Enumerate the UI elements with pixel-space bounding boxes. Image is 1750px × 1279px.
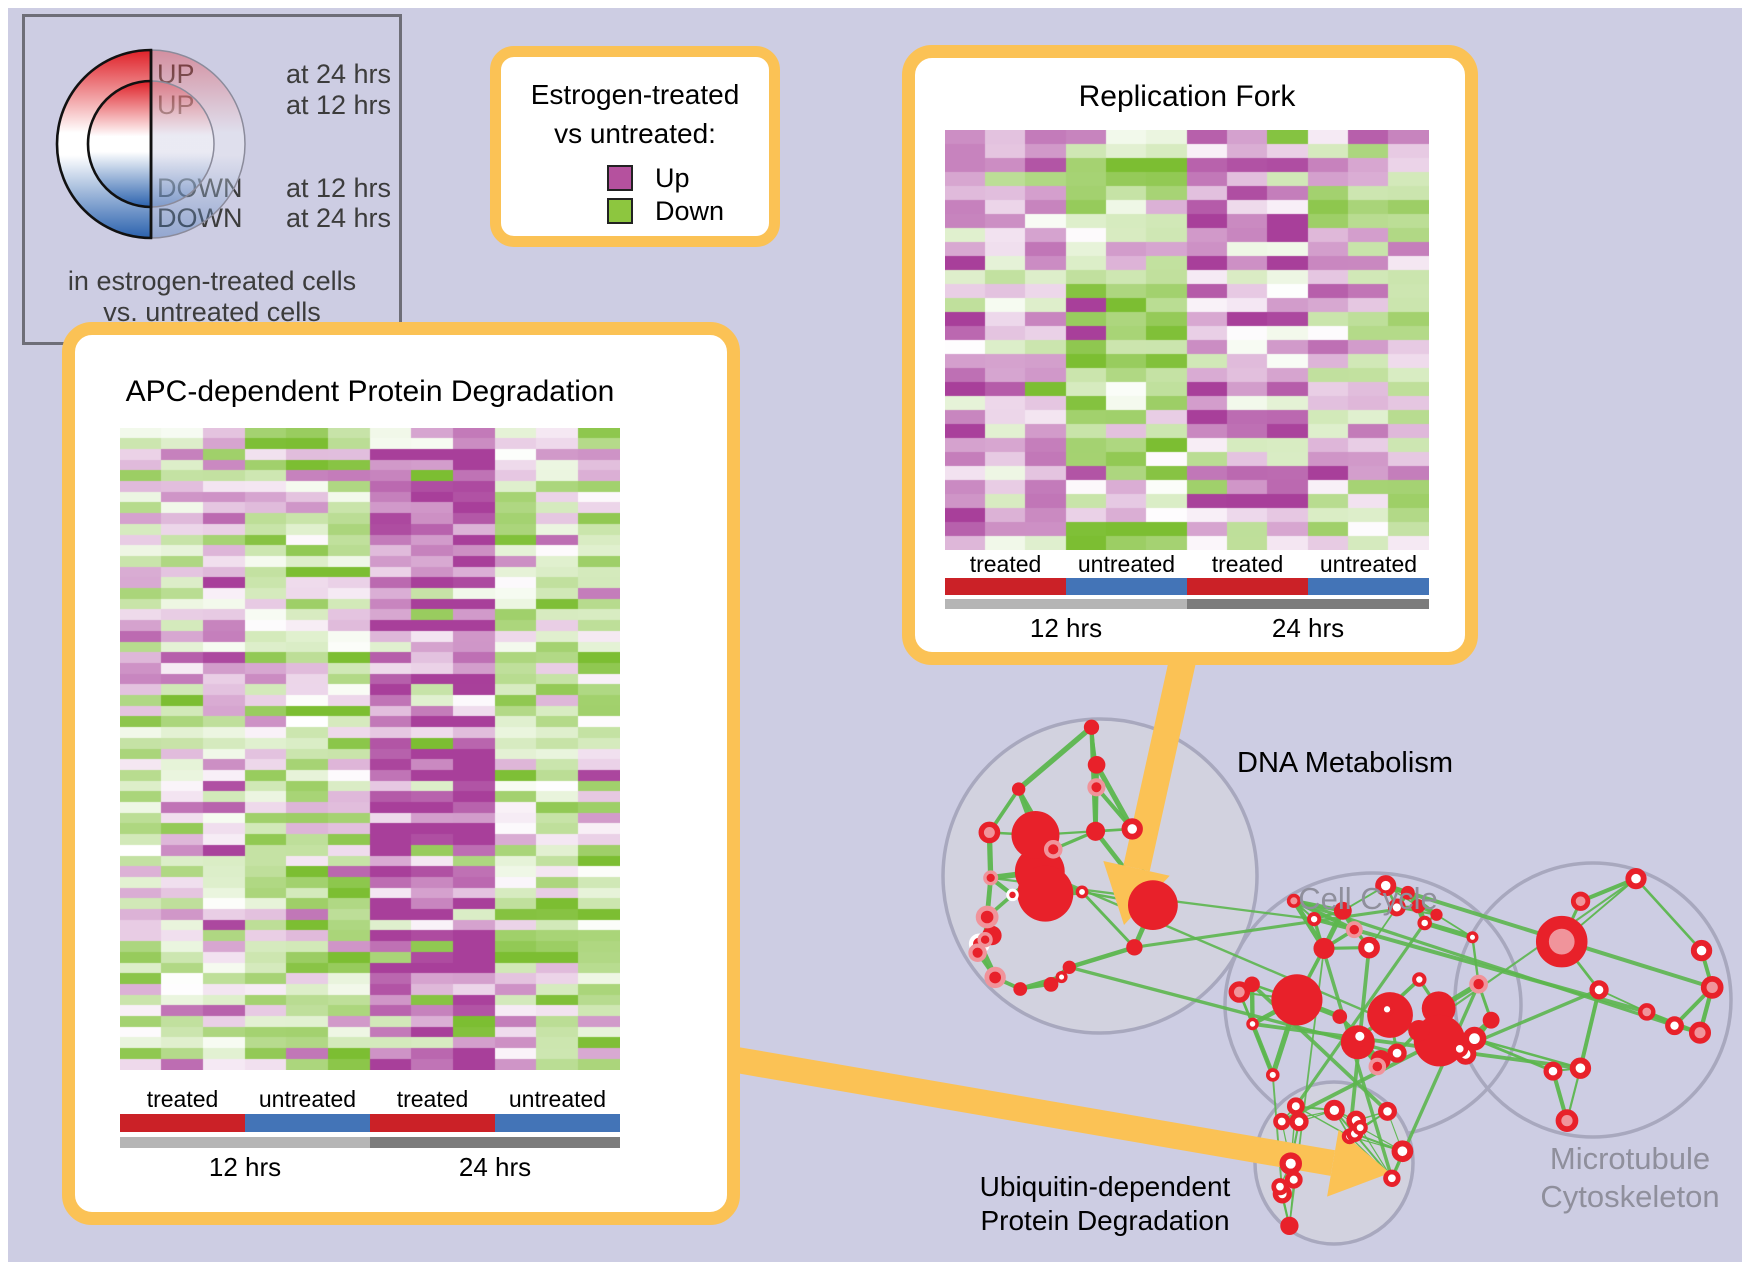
- legend-time: at 24 hrs: [285, 203, 391, 233]
- estrogen-legend-title-line2: vs untreated:: [554, 118, 716, 149]
- untreated-bar: [1066, 578, 1187, 595]
- apc-panel-title: APC-dependent Protein Degradation: [125, 375, 615, 408]
- apc-time-bars: [120, 1137, 620, 1148]
- up-color-swatch: [607, 165, 633, 191]
- ubiquitin-label-line2: Protein Degradation: [980, 1205, 1230, 1237]
- apc-group-label-4: untreated: [508, 1086, 607, 1112]
- rf-group-label-4: untreated: [1319, 551, 1418, 577]
- treated-bar: [370, 1114, 495, 1132]
- 12hrs-bar: [120, 1137, 370, 1148]
- rf-12hrs-label: 12 hrs: [1029, 613, 1103, 643]
- legend-time: at 12 hrs: [285, 90, 391, 120]
- untreated-bar: [245, 1114, 370, 1132]
- dna-metabolism-label: DNA Metabolism: [1237, 747, 1453, 779]
- apc-12hrs-label: 12 hrs: [208, 1152, 282, 1182]
- apc-group-label-1: treated: [146, 1086, 219, 1112]
- rf-group-label-1: treated: [969, 551, 1042, 577]
- rf-condition-bars: [945, 578, 1429, 595]
- untreated-bar: [1308, 578, 1429, 595]
- apc-condition-bars: [120, 1114, 620, 1132]
- cell-cycle-label: Cell Cycle: [1298, 881, 1438, 916]
- rf-group-labels: treated untreated treated untreated: [945, 551, 1429, 578]
- legend-caption-line1: in estrogen-treated cells: [67, 266, 357, 296]
- 12hrs-bar: [945, 599, 1187, 609]
- 24hrs-bar: [1187, 599, 1429, 609]
- ubiquitin-label-line1: Ubiquitin-dependent: [979, 1171, 1231, 1202]
- replication-fork-title: Replication Fork: [1078, 80, 1296, 113]
- microtubule-cytoskeleton-label: Microtubule Cytoskeleton: [1520, 1140, 1740, 1216]
- gene-network-graph: [734, 615, 1733, 1246]
- rf-24hrs-label: 24 hrs: [1271, 613, 1345, 643]
- 24hrs-bar: [370, 1137, 620, 1148]
- apc-time-labels: 12 hrs 24 hrs: [120, 1152, 620, 1183]
- apc-heatmap: [120, 428, 620, 1070]
- treated-bar: [120, 1114, 245, 1132]
- legend-time: at 24 hrs: [285, 59, 391, 89]
- rf-time-bars: [945, 599, 1429, 609]
- untreated-bar: [495, 1114, 620, 1132]
- up-label: Up: [655, 163, 690, 193]
- rf-group-label-3: treated: [1211, 551, 1284, 577]
- replication-fork-heatmap: [945, 130, 1429, 550]
- apc-group-labels: treated untreated treated untreated: [120, 1086, 620, 1113]
- rf-group-label-2: untreated: [1077, 551, 1176, 577]
- estrogen-legend-panel: Estrogen-treated vs untreated: Up Down: [490, 46, 780, 247]
- estrogen-legend-title-line1: Estrogen-treated: [530, 79, 740, 110]
- apc-group-label-2: untreated: [258, 1086, 357, 1112]
- microtubule-label-line2: Cytoskeleton: [1540, 1178, 1720, 1214]
- legend-time: at 12 hrs: [285, 173, 391, 203]
- down-label: Down: [655, 196, 725, 226]
- legend-item-up: Up: [607, 163, 690, 193]
- apc-24hrs-label: 24 hrs: [458, 1152, 532, 1182]
- rf-time-labels: 12 hrs 24 hrs: [945, 613, 1429, 644]
- ubiquitin-degradation-label: Ubiquitin-dependent Protein Degradation: [960, 1170, 1250, 1238]
- apc-group-label-3: treated: [396, 1086, 469, 1112]
- treated-bar: [1187, 578, 1308, 595]
- legend-item-down: Down: [607, 196, 724, 226]
- ring-gradient-icon: [55, 48, 246, 240]
- treated-bar: [945, 578, 1066, 595]
- down-color-swatch: [607, 198, 633, 224]
- microtubule-label-line1: Microtubule: [1549, 1141, 1711, 1176]
